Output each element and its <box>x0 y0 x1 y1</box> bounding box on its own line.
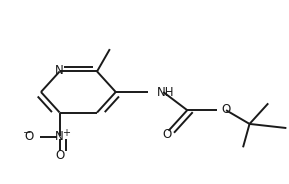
Text: N: N <box>55 64 64 77</box>
Text: O: O <box>221 103 231 116</box>
Text: NH: NH <box>157 86 174 98</box>
Text: +: + <box>62 128 70 138</box>
Text: N: N <box>55 130 64 143</box>
Text: −: − <box>23 128 32 138</box>
Text: O: O <box>55 149 64 162</box>
Text: O: O <box>162 128 172 141</box>
Text: O: O <box>25 130 34 143</box>
